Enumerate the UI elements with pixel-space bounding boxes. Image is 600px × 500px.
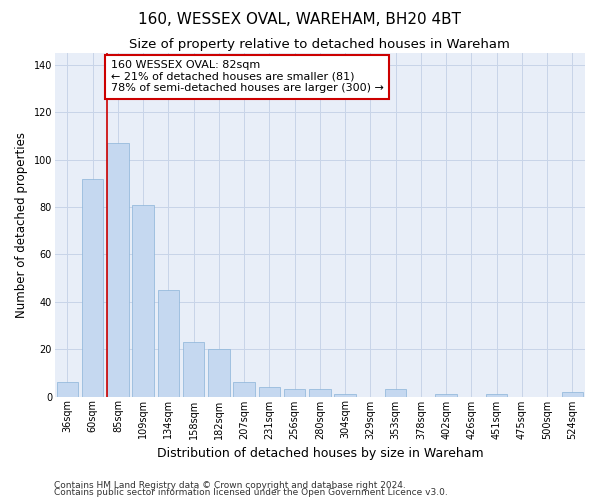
- Bar: [82, 178, 103, 396]
- Text: 160 WESSEX OVAL: 82sqm
← 21% of detached houses are smaller (81)
78% of semi-det: 160 WESSEX OVAL: 82sqm ← 21% of detached…: [111, 60, 384, 94]
- Text: Contains HM Land Registry data © Crown copyright and database right 2024.: Contains HM Land Registry data © Crown c…: [54, 480, 406, 490]
- Bar: [158, 290, 179, 397]
- Bar: [562, 392, 583, 396]
- Bar: [385, 390, 406, 396]
- Bar: [57, 382, 78, 396]
- X-axis label: Distribution of detached houses by size in Wareham: Distribution of detached houses by size …: [157, 447, 483, 460]
- Bar: [183, 342, 205, 396]
- Bar: [436, 394, 457, 396]
- Bar: [309, 390, 331, 396]
- Bar: [284, 390, 305, 396]
- Text: Contains public sector information licensed under the Open Government Licence v3: Contains public sector information licen…: [54, 488, 448, 497]
- Bar: [334, 394, 356, 396]
- Y-axis label: Number of detached properties: Number of detached properties: [15, 132, 28, 318]
- Bar: [259, 387, 280, 396]
- Bar: [233, 382, 255, 396]
- Title: Size of property relative to detached houses in Wareham: Size of property relative to detached ho…: [130, 38, 511, 51]
- Bar: [133, 204, 154, 396]
- Text: 160, WESSEX OVAL, WAREHAM, BH20 4BT: 160, WESSEX OVAL, WAREHAM, BH20 4BT: [139, 12, 461, 28]
- Bar: [208, 349, 230, 397]
- Bar: [486, 394, 508, 396]
- Bar: [107, 143, 128, 397]
